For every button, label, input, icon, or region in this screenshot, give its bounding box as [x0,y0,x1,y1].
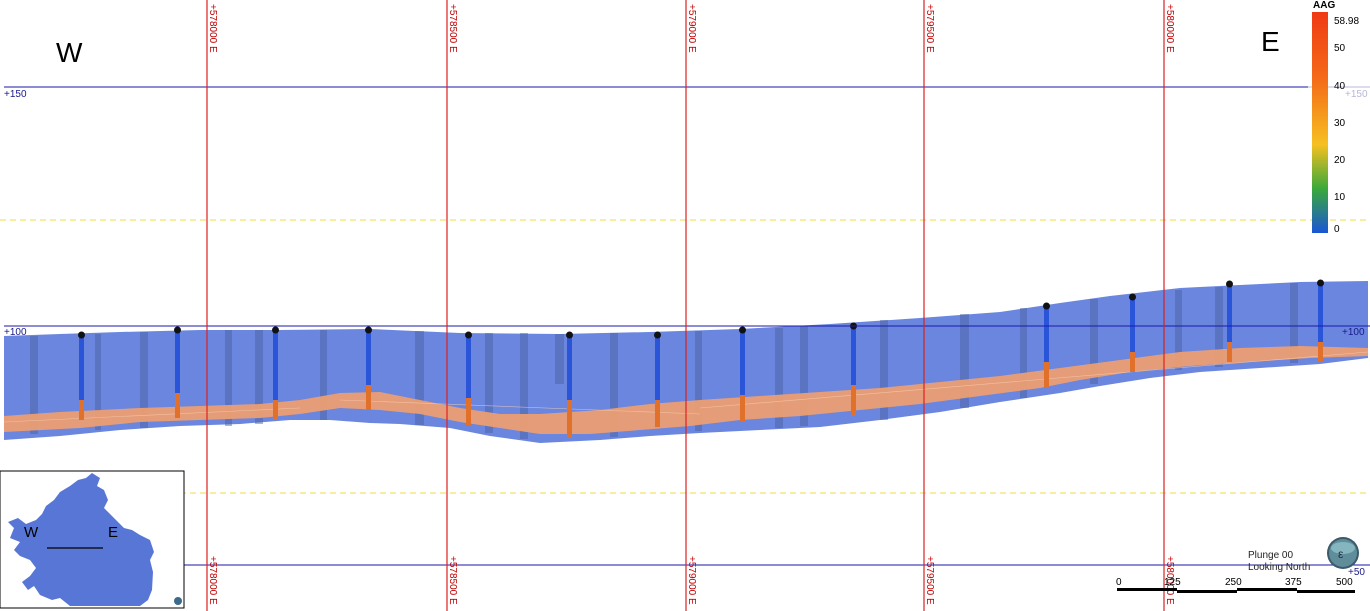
drillhole [566,331,573,437]
drillholes [78,279,1324,437]
legend-title: AAG [1313,0,1335,11]
easting-label-top: +578000 E [207,4,218,53]
easting-label-bottom: +579000 E [686,556,697,605]
drillhole [1226,280,1233,362]
compass-east: E [1261,26,1280,57]
elevation-label-100-right: +100 [1342,327,1365,338]
inset-globe-icon [174,597,182,605]
drillhole [465,331,472,425]
drillhole [1043,302,1050,388]
drillhole [654,331,661,427]
legend-color-bar [1312,12,1328,233]
elevation-label-150-right: +150 [1345,89,1368,100]
legend-tick: 10 [1334,192,1346,203]
elevation-label-100: +100 [4,327,27,338]
drillhole [78,331,85,420]
easting-label-top: +578500 E [447,4,458,53]
scale-label: 0 [1116,577,1122,588]
block-model-texture [30,283,1298,439]
grade-horizon-lines [3,351,1369,423]
scale-label: 250 [1225,577,1242,588]
compass-west: W [56,37,83,68]
easting-label-top: +580000 E [1164,4,1175,53]
svg-text:ε: ε [1338,547,1344,561]
elevation-label-150: +150 [4,89,27,100]
easting-label-bottom: +578500 E [447,556,458,605]
scale-label: 375 [1285,577,1302,588]
legend-tick: 58.98 [1334,16,1359,27]
drillhole [1317,279,1324,361]
scale-label: 125 [1164,577,1181,588]
view-plunge: Plunge 00 [1248,550,1293,561]
legend-tick: 20 [1334,155,1346,166]
island-shape [8,473,154,606]
easting-label-bottom: +580000 E [1164,556,1175,605]
legend-tick: 0 [1334,224,1340,235]
scale-label: 500 [1336,577,1353,588]
legend-tick: 50 [1334,43,1346,54]
easting-label-bottom: +578000 E [207,556,218,605]
drillhole [365,326,372,410]
drillhole [739,326,746,422]
drillhole [272,326,279,420]
scale-bar: 0 125 250 375 500 [1116,577,1355,593]
legend-tick: 40 [1334,81,1346,92]
easting-label-bottom: +579500 E [924,556,935,605]
inset-east-label: E [108,524,118,541]
legend-tick: 30 [1334,118,1346,129]
easting-grid [206,0,1165,611]
drillhole [850,322,857,416]
elevation-label-50-right: +50 [1348,567,1365,578]
inset-map: W E [0,470,185,609]
drillhole [1129,293,1136,372]
globe-icon: ε [1327,537,1359,569]
view-direction: Looking North [1248,562,1310,573]
easting-label-top: +579500 E [924,4,935,53]
inset-west-label: W [24,524,39,541]
easting-label-top: +579000 E [686,4,697,53]
drillhole [174,326,181,418]
